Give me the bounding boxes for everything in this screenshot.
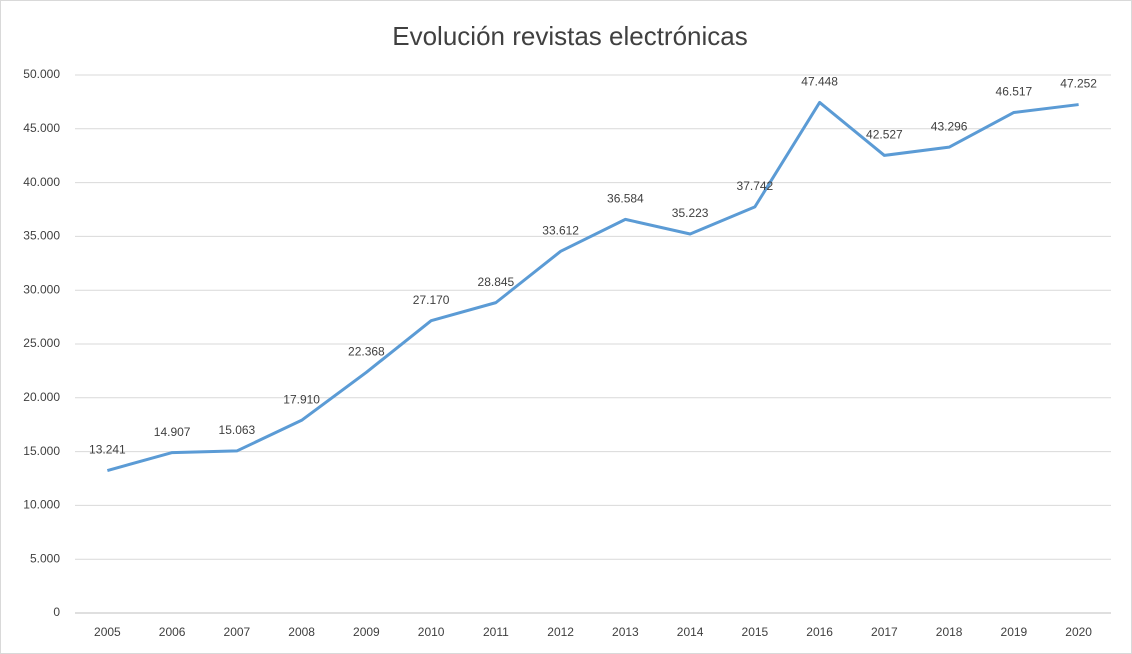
x-tick-label: 2011 — [483, 625, 509, 639]
x-tick-label: 2019 — [1001, 625, 1028, 639]
y-tick-label: 15.000 — [23, 444, 60, 458]
y-tick-label: 10.000 — [23, 498, 60, 512]
y-tick-label: 25.000 — [23, 336, 60, 350]
data-label: 36.584 — [607, 192, 644, 206]
y-tick-label: 45.000 — [23, 121, 60, 135]
x-tick-label: 2017 — [871, 625, 898, 639]
data-label: 28.845 — [478, 275, 515, 289]
data-label: 43.296 — [931, 119, 968, 133]
x-tick-label: 2008 — [288, 625, 315, 639]
y-tick-label: 40.000 — [23, 175, 60, 189]
y-tick-label: 5.000 — [30, 551, 60, 565]
data-label: 46.517 — [996, 85, 1033, 99]
data-label: 47.448 — [801, 75, 838, 89]
x-tick-label: 2014 — [677, 625, 704, 639]
y-tick-label: 0 — [53, 605, 60, 619]
data-label: 42.527 — [866, 128, 903, 142]
x-tick-label: 2013 — [612, 625, 639, 639]
data-label: 27.170 — [413, 293, 450, 307]
data-label: 35.223 — [672, 206, 709, 220]
x-tick-label: 2010 — [418, 625, 445, 639]
x-tick-label: 2007 — [224, 625, 251, 639]
data-label: 15.063 — [219, 423, 256, 437]
x-tick-label: 2012 — [547, 625, 574, 639]
data-label: 14.907 — [154, 425, 191, 439]
y-tick-label: 30.000 — [23, 282, 60, 296]
x-tick-label: 2018 — [936, 625, 963, 639]
data-label: 13.241 — [89, 443, 126, 457]
data-label: 17.910 — [283, 392, 320, 406]
x-tick-label: 2015 — [742, 625, 769, 639]
x-tick-label: 2020 — [1065, 625, 1092, 639]
chart-title: Evolución revistas electrónicas — [392, 21, 748, 51]
y-tick-label: 35.000 — [23, 229, 60, 243]
x-tick-label: 2009 — [353, 625, 380, 639]
y-tick-label: 20.000 — [23, 390, 60, 404]
data-label: 22.368 — [348, 344, 385, 358]
y-tick-label: 50.000 — [23, 67, 60, 81]
x-tick-label: 2006 — [159, 625, 186, 639]
line — [106, 100, 1079, 472]
data-label: 37.742 — [737, 179, 774, 193]
data-label: 33.612 — [542, 224, 579, 238]
x-tick-label: 2005 — [94, 625, 121, 639]
x-tick-label: 2016 — [806, 625, 833, 639]
data-label: 47.252 — [1060, 77, 1097, 91]
